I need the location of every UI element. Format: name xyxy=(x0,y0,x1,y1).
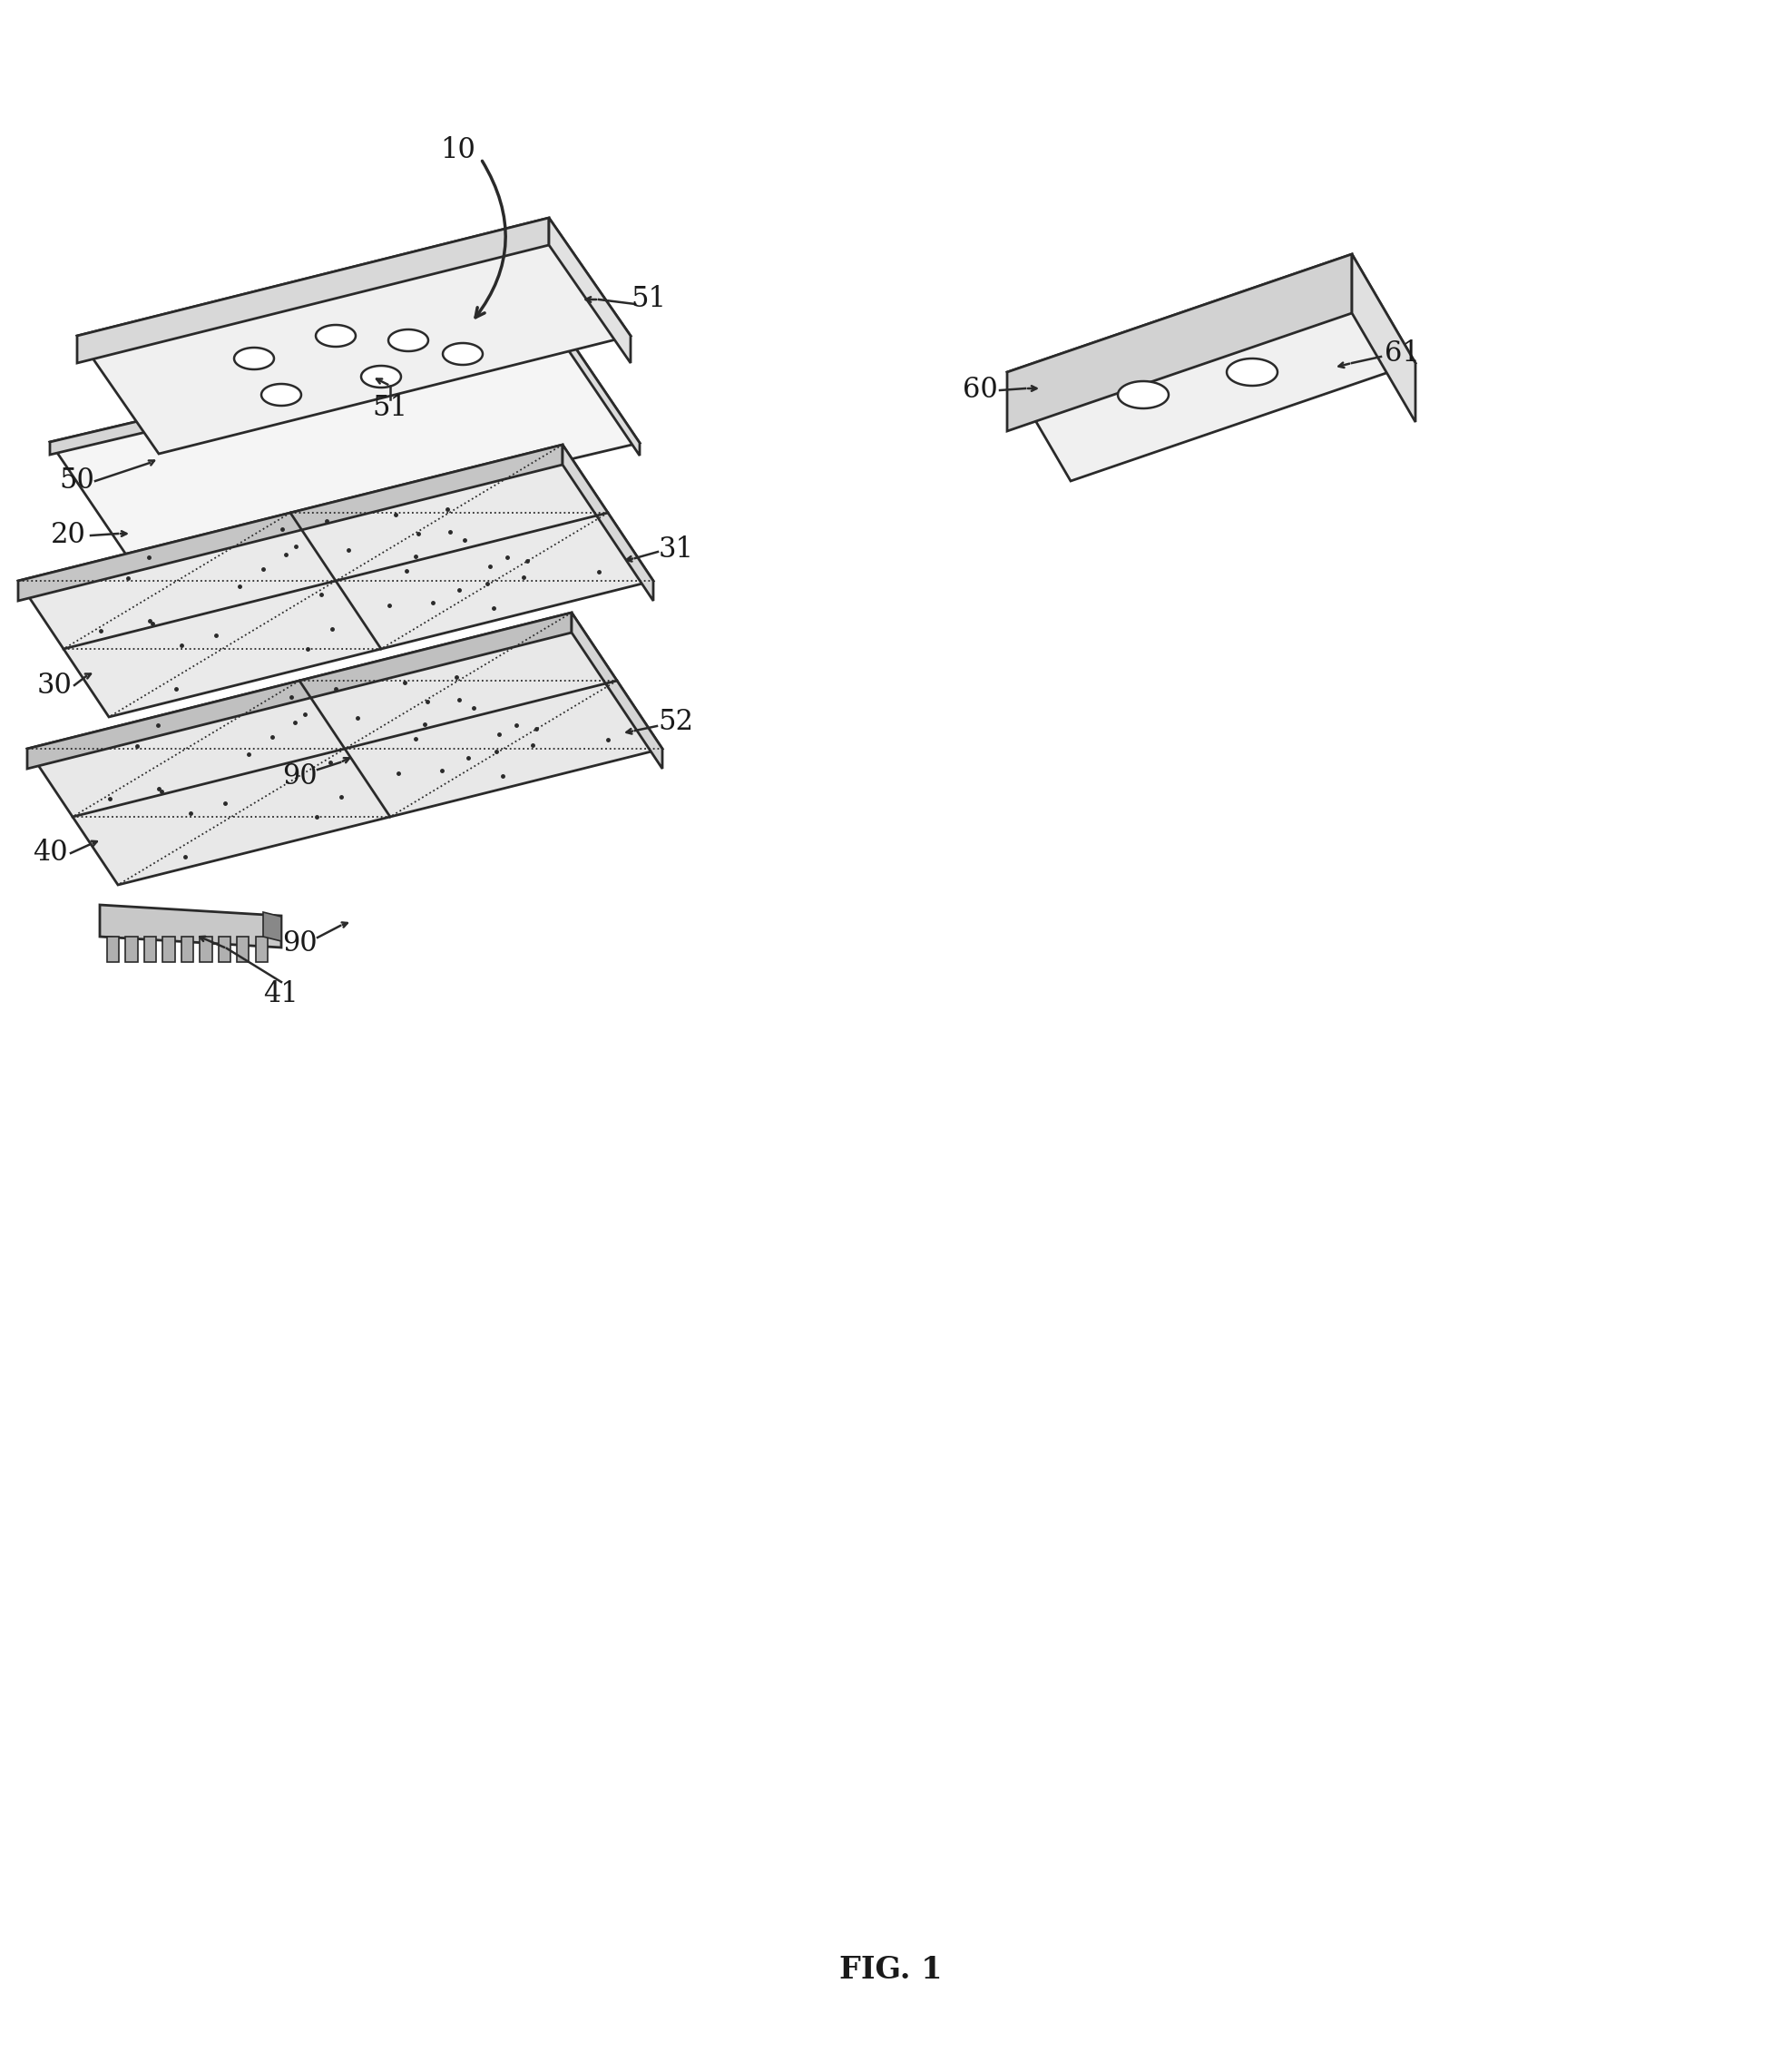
Polygon shape xyxy=(1226,358,1278,385)
Text: 41: 41 xyxy=(264,980,299,1007)
Polygon shape xyxy=(77,218,549,363)
Polygon shape xyxy=(1007,255,1353,431)
Polygon shape xyxy=(162,937,175,961)
Polygon shape xyxy=(255,937,267,961)
Text: 51: 51 xyxy=(372,394,408,423)
Text: 31: 31 xyxy=(658,535,693,564)
Polygon shape xyxy=(1117,381,1169,408)
Polygon shape xyxy=(315,325,356,346)
Text: 20: 20 xyxy=(50,522,86,549)
Polygon shape xyxy=(144,937,157,961)
Text: 50: 50 xyxy=(59,466,94,495)
Polygon shape xyxy=(77,218,631,454)
Text: 60: 60 xyxy=(962,377,998,404)
Polygon shape xyxy=(27,613,663,885)
Polygon shape xyxy=(388,329,428,352)
Text: 51: 51 xyxy=(631,286,666,313)
Polygon shape xyxy=(442,344,483,365)
Polygon shape xyxy=(27,613,572,769)
Polygon shape xyxy=(563,445,654,601)
Polygon shape xyxy=(1353,255,1415,423)
Polygon shape xyxy=(50,321,558,454)
Text: FIG. 1: FIG. 1 xyxy=(839,1954,943,1985)
Text: 90: 90 xyxy=(282,930,317,957)
Text: 10: 10 xyxy=(440,135,476,164)
Polygon shape xyxy=(237,937,249,961)
Polygon shape xyxy=(1007,255,1415,481)
Polygon shape xyxy=(18,445,563,601)
Polygon shape xyxy=(182,937,194,961)
Text: 52: 52 xyxy=(658,707,693,736)
Polygon shape xyxy=(125,937,137,961)
Polygon shape xyxy=(50,321,640,564)
Polygon shape xyxy=(558,321,640,456)
Text: 90: 90 xyxy=(282,762,317,789)
Polygon shape xyxy=(107,937,119,961)
Polygon shape xyxy=(262,383,301,406)
Polygon shape xyxy=(264,912,282,941)
Polygon shape xyxy=(100,905,282,947)
FancyArrowPatch shape xyxy=(476,162,506,317)
Polygon shape xyxy=(572,613,663,769)
Text: 40: 40 xyxy=(32,839,68,868)
Polygon shape xyxy=(200,937,212,961)
Polygon shape xyxy=(233,348,274,369)
Text: 61: 61 xyxy=(1385,340,1420,369)
Polygon shape xyxy=(362,367,401,387)
Polygon shape xyxy=(549,218,631,363)
Polygon shape xyxy=(219,937,230,961)
Polygon shape xyxy=(18,445,654,717)
Text: 30: 30 xyxy=(37,671,71,698)
